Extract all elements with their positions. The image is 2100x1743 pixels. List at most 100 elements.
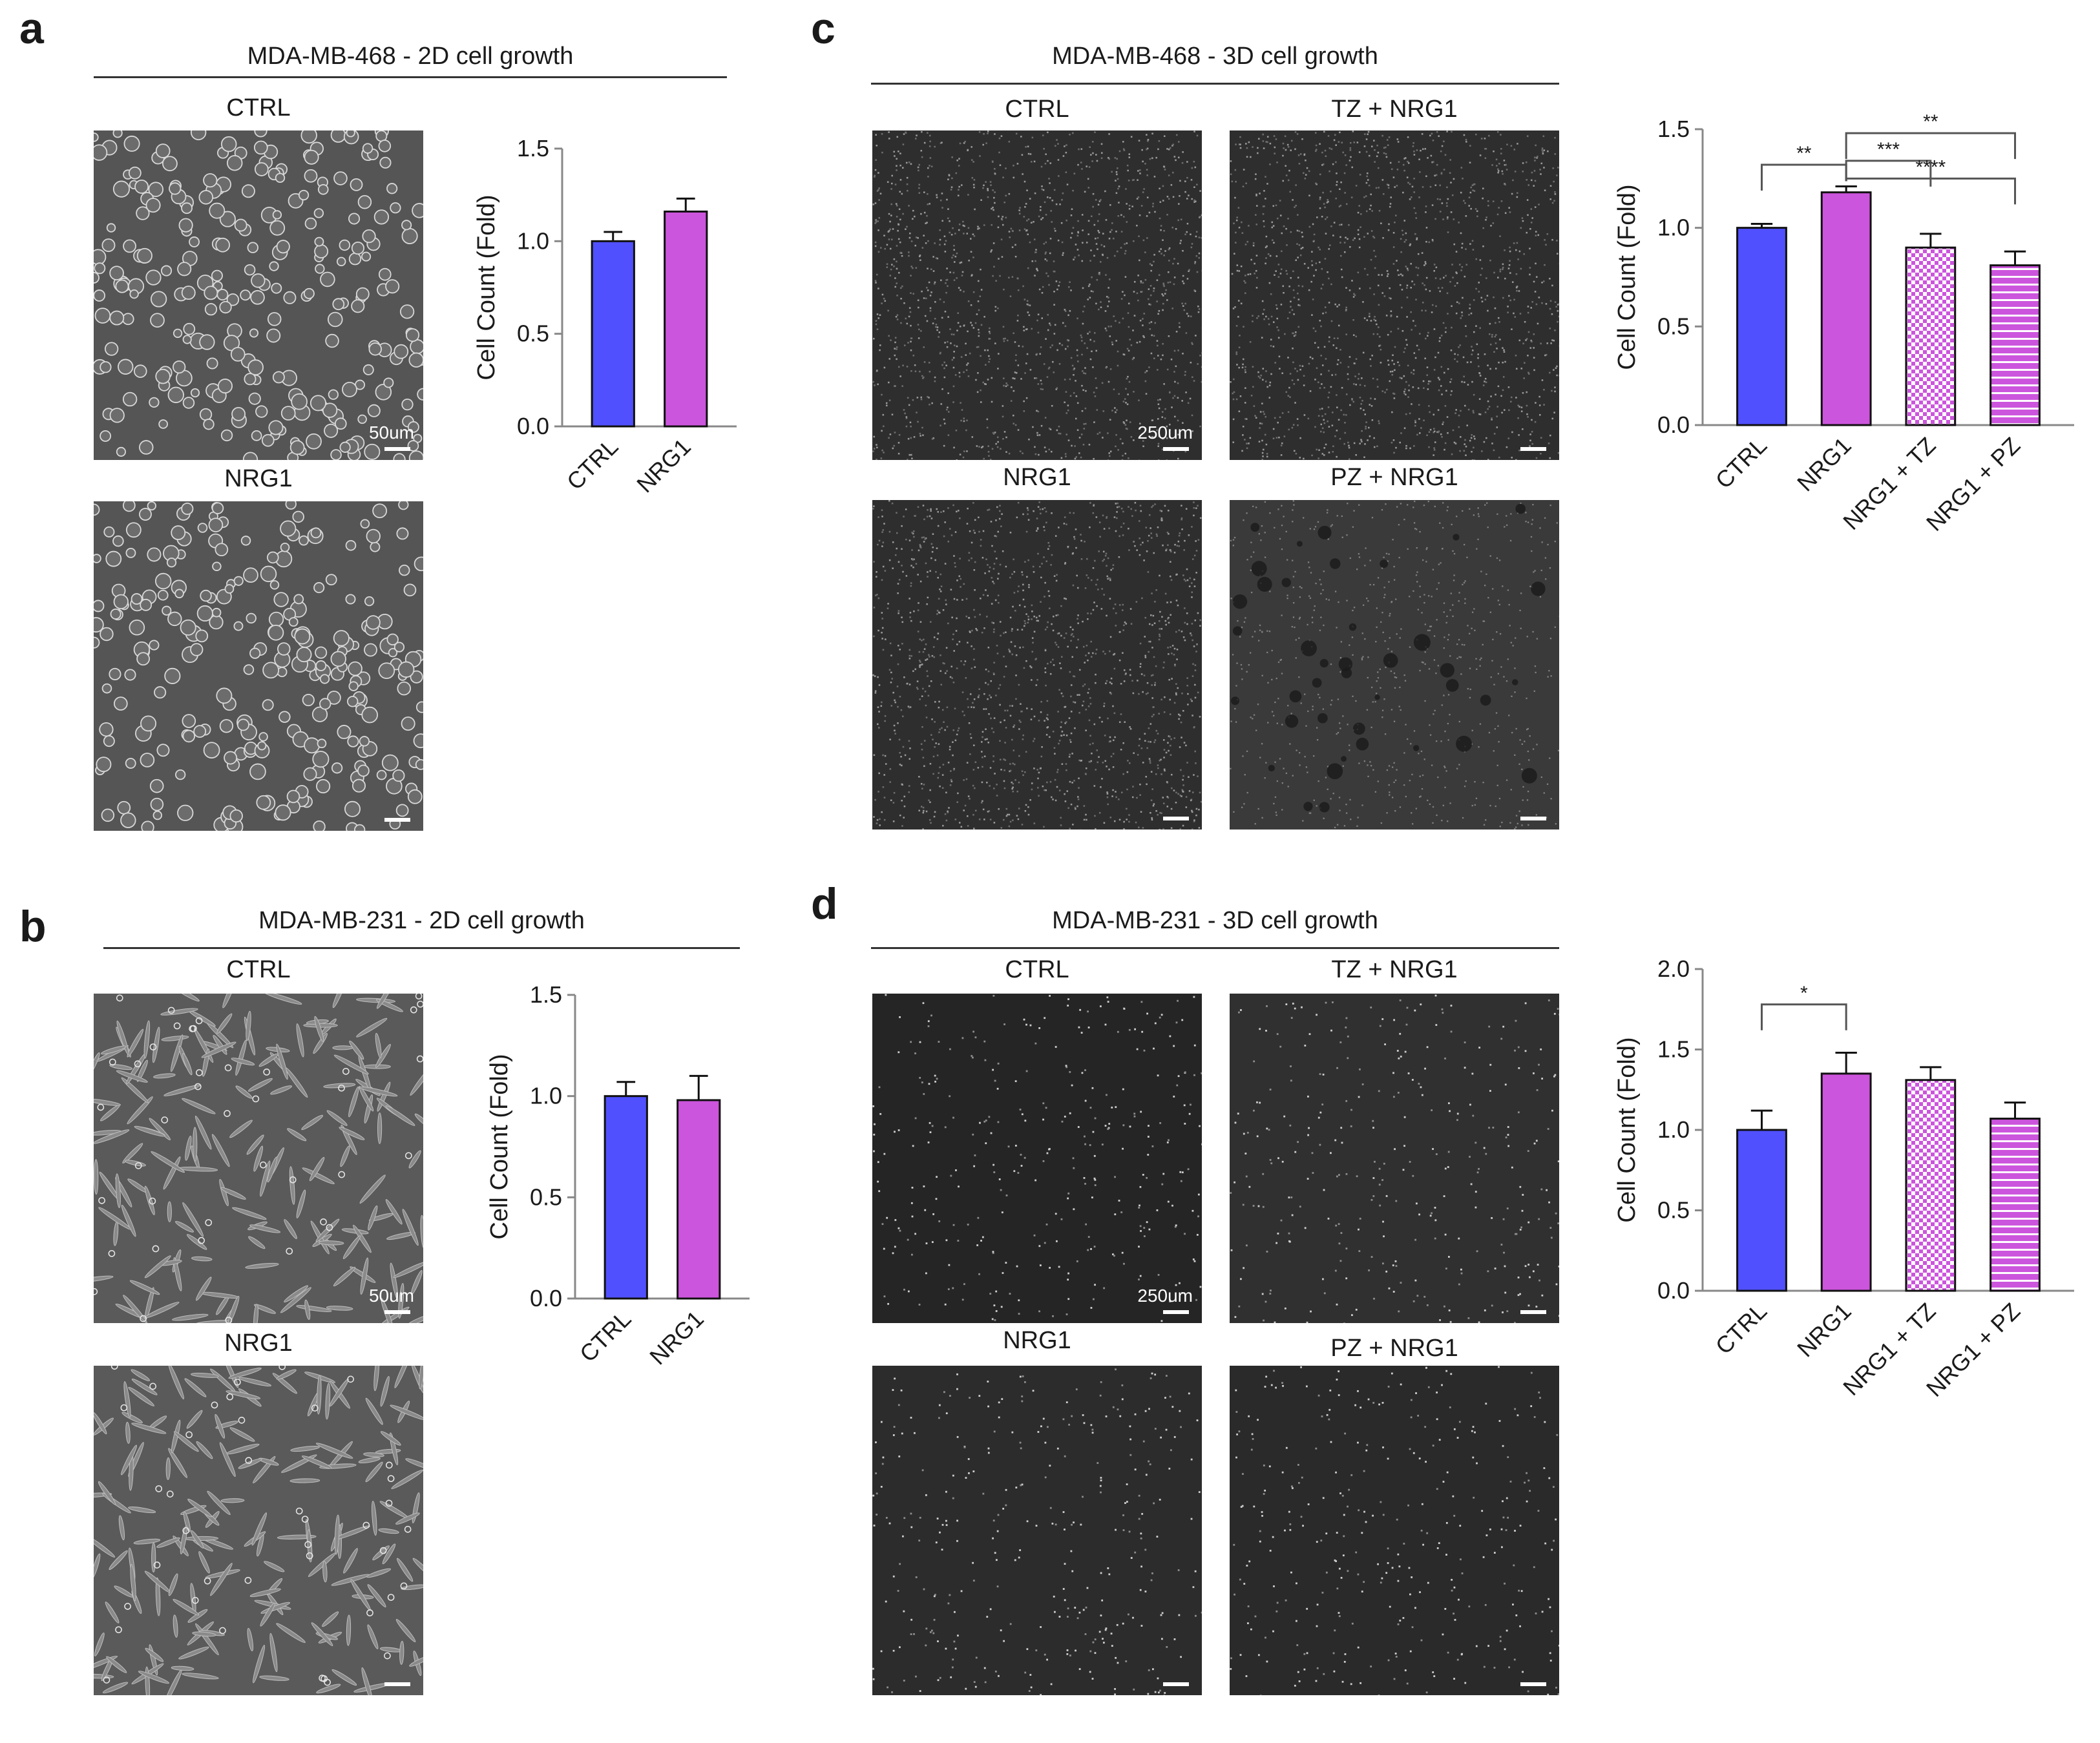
significance-bracket — [1845, 160, 1932, 187]
micrograph-b-ctrl: 50um — [94, 994, 423, 1323]
scale-bar — [1520, 1682, 1546, 1686]
significance-bracket — [1760, 163, 1847, 191]
panel-a-image-label-ctrl: CTRL — [226, 94, 291, 121]
x-tick-label: NRG1 — [1792, 432, 1856, 497]
bar-nrg1-tz — [1905, 246, 1957, 426]
panel-c-image-label-pz-nrg1: PZ + NRG1 — [1330, 464, 1458, 491]
micrograph-c-ctrl: 250um — [872, 130, 1202, 460]
micrograph-texture — [872, 994, 1202, 1322]
scale-bar — [384, 818, 410, 822]
panel-a-image-label-nrg1: NRG1 — [224, 465, 293, 492]
y-tick-label: 1.0 — [517, 227, 549, 254]
y-tick-label: 1.0 — [530, 1083, 562, 1109]
y-tick-label: 0.0 — [517, 413, 549, 439]
y-tick-label: 0.5 — [517, 320, 549, 347]
panel-d-rule — [871, 947, 1559, 949]
significance-label: **** — [1915, 156, 1946, 178]
micrograph-texture — [94, 501, 423, 831]
y-axis-label: Cell Count (Fold) — [1613, 1037, 1641, 1222]
panel-b-title: MDA-MB-231 - 2D cell growth — [258, 907, 585, 934]
scale-bar — [384, 1310, 410, 1314]
y-tick-label: 0.0 — [1657, 412, 1690, 438]
micrograph-texture — [94, 130, 423, 460]
micrograph-d-nrg1 — [872, 1366, 1202, 1695]
micrograph-a-ctrl: 50um — [94, 130, 423, 460]
x-tick-label: CTRL — [1710, 432, 1772, 494]
micrograph-d-tz-nrg1 — [1230, 994, 1559, 1323]
panel-a-title: MDA-MB-468 - 2D cell growth — [247, 43, 574, 70]
micrograph-c-tz-nrg1 — [1230, 130, 1559, 460]
y-tick-label: 0.5 — [1657, 313, 1690, 339]
micrograph-b-nrg1 — [94, 1366, 423, 1695]
micrograph-texture — [1230, 500, 1559, 830]
y-tick-label: 0.5 — [530, 1184, 562, 1210]
micrograph-texture — [872, 1368, 1202, 1695]
y-tick-label: 0.0 — [1657, 1277, 1690, 1304]
bar-nrg1 — [677, 1099, 721, 1300]
panel-letter-d: d — [811, 879, 838, 928]
x-tick-label: NRG1 — [644, 1306, 709, 1370]
panel-c-image-label-ctrl: CTRL — [1005, 96, 1069, 123]
panel-d-image-label-nrg1: NRG1 — [1003, 1327, 1071, 1354]
y-tick-label: 0.5 — [1657, 1197, 1690, 1224]
significance-bracket — [1845, 177, 2017, 205]
y-tick-label: 1.5 — [1657, 1036, 1690, 1063]
scale-bar — [1163, 1682, 1189, 1686]
scale-bar — [1163, 1310, 1189, 1314]
panel-a-rule — [94, 76, 727, 78]
scale-bar — [384, 1682, 410, 1686]
micrograph-c-pz-nrg1 — [1230, 500, 1559, 830]
y-tick-label: 1.5 — [530, 981, 562, 1008]
y-axis-label: Cell Count (Fold) — [1613, 184, 1641, 370]
panel-letter-a: a — [19, 4, 44, 53]
x-tick-label: CTRL — [574, 1306, 636, 1367]
scale-bar — [1163, 447, 1189, 451]
significance-label: *** — [1877, 139, 1900, 160]
bar-nrg1-pz — [1990, 1118, 2041, 1292]
bar-chart-a: 0.0 0.5 1.0 1.5 Cell Count (Fold) CTRL NRG1 — [473, 135, 737, 497]
bar-ctrl — [591, 240, 635, 428]
y-tick-label: 1.5 — [517, 135, 549, 162]
bar-nrg1-pz — [1990, 264, 2041, 426]
scale-label: 50um — [368, 1286, 414, 1306]
micrograph-d-ctrl: 250um — [872, 994, 1202, 1323]
scale-bar — [1163, 817, 1189, 820]
micrograph-texture — [872, 500, 1202, 830]
panel-d-image-label-pz-nrg1: PZ + NRG1 — [1330, 1335, 1458, 1362]
scale-bar — [1520, 447, 1546, 451]
bar-ctrl — [604, 1095, 648, 1300]
bar-ctrl — [1736, 1129, 1787, 1292]
y-tick-label: 1.0 — [1657, 1116, 1690, 1143]
bar-nrg1-tz — [1905, 1079, 1957, 1292]
panel-letter-b: b — [19, 902, 47, 951]
y-tick-label: 1.0 — [1657, 214, 1690, 241]
panel-c-title: MDA-MB-468 - 3D cell growth — [1052, 43, 1378, 70]
micrograph-texture — [1230, 130, 1559, 460]
scale-label: 250um — [1137, 1286, 1193, 1306]
scale-label: 50um — [368, 423, 414, 443]
panel-c-image-label-nrg1: NRG1 — [1003, 464, 1071, 491]
scale-bar — [384, 447, 410, 451]
y-axis-label: Cell Count (Fold) — [486, 1054, 513, 1239]
significance-bracket — [1845, 132, 2017, 160]
y-axis-label: Cell Count (Fold) — [473, 194, 500, 380]
micrograph-texture — [94, 1366, 423, 1695]
micrograph-texture — [1230, 994, 1559, 1323]
scale-bar — [1520, 817, 1546, 820]
significance-label: * — [1800, 983, 1808, 1004]
panel-b-image-label-nrg1: NRG1 — [224, 1330, 293, 1357]
scale-bar — [1520, 1310, 1546, 1314]
micrograph-texture — [1230, 1366, 1559, 1695]
bar-chart-b: 0.0 0.5 1.0 1.5 Cell Count (Fold) CTRL NRG1 — [486, 981, 750, 1370]
x-tick-label: CTRL — [1710, 1298, 1772, 1359]
micrograph-a-nrg1 — [94, 501, 423, 831]
bar-ctrl — [1736, 227, 1787, 426]
significance-label: ** — [1796, 143, 1812, 164]
y-tick-label: 0.0 — [530, 1285, 562, 1311]
bar-chart-d: 0.0 0.5 1.0 1.5 2.0 Cell Count (Fold) CTRL NRG1… — [1613, 955, 2074, 1402]
panel-b-image-label-ctrl: CTRL — [226, 956, 291, 983]
micrograph-texture — [872, 130, 1202, 460]
bar-nrg1 — [664, 210, 708, 428]
bar-nrg1 — [1820, 191, 1872, 426]
